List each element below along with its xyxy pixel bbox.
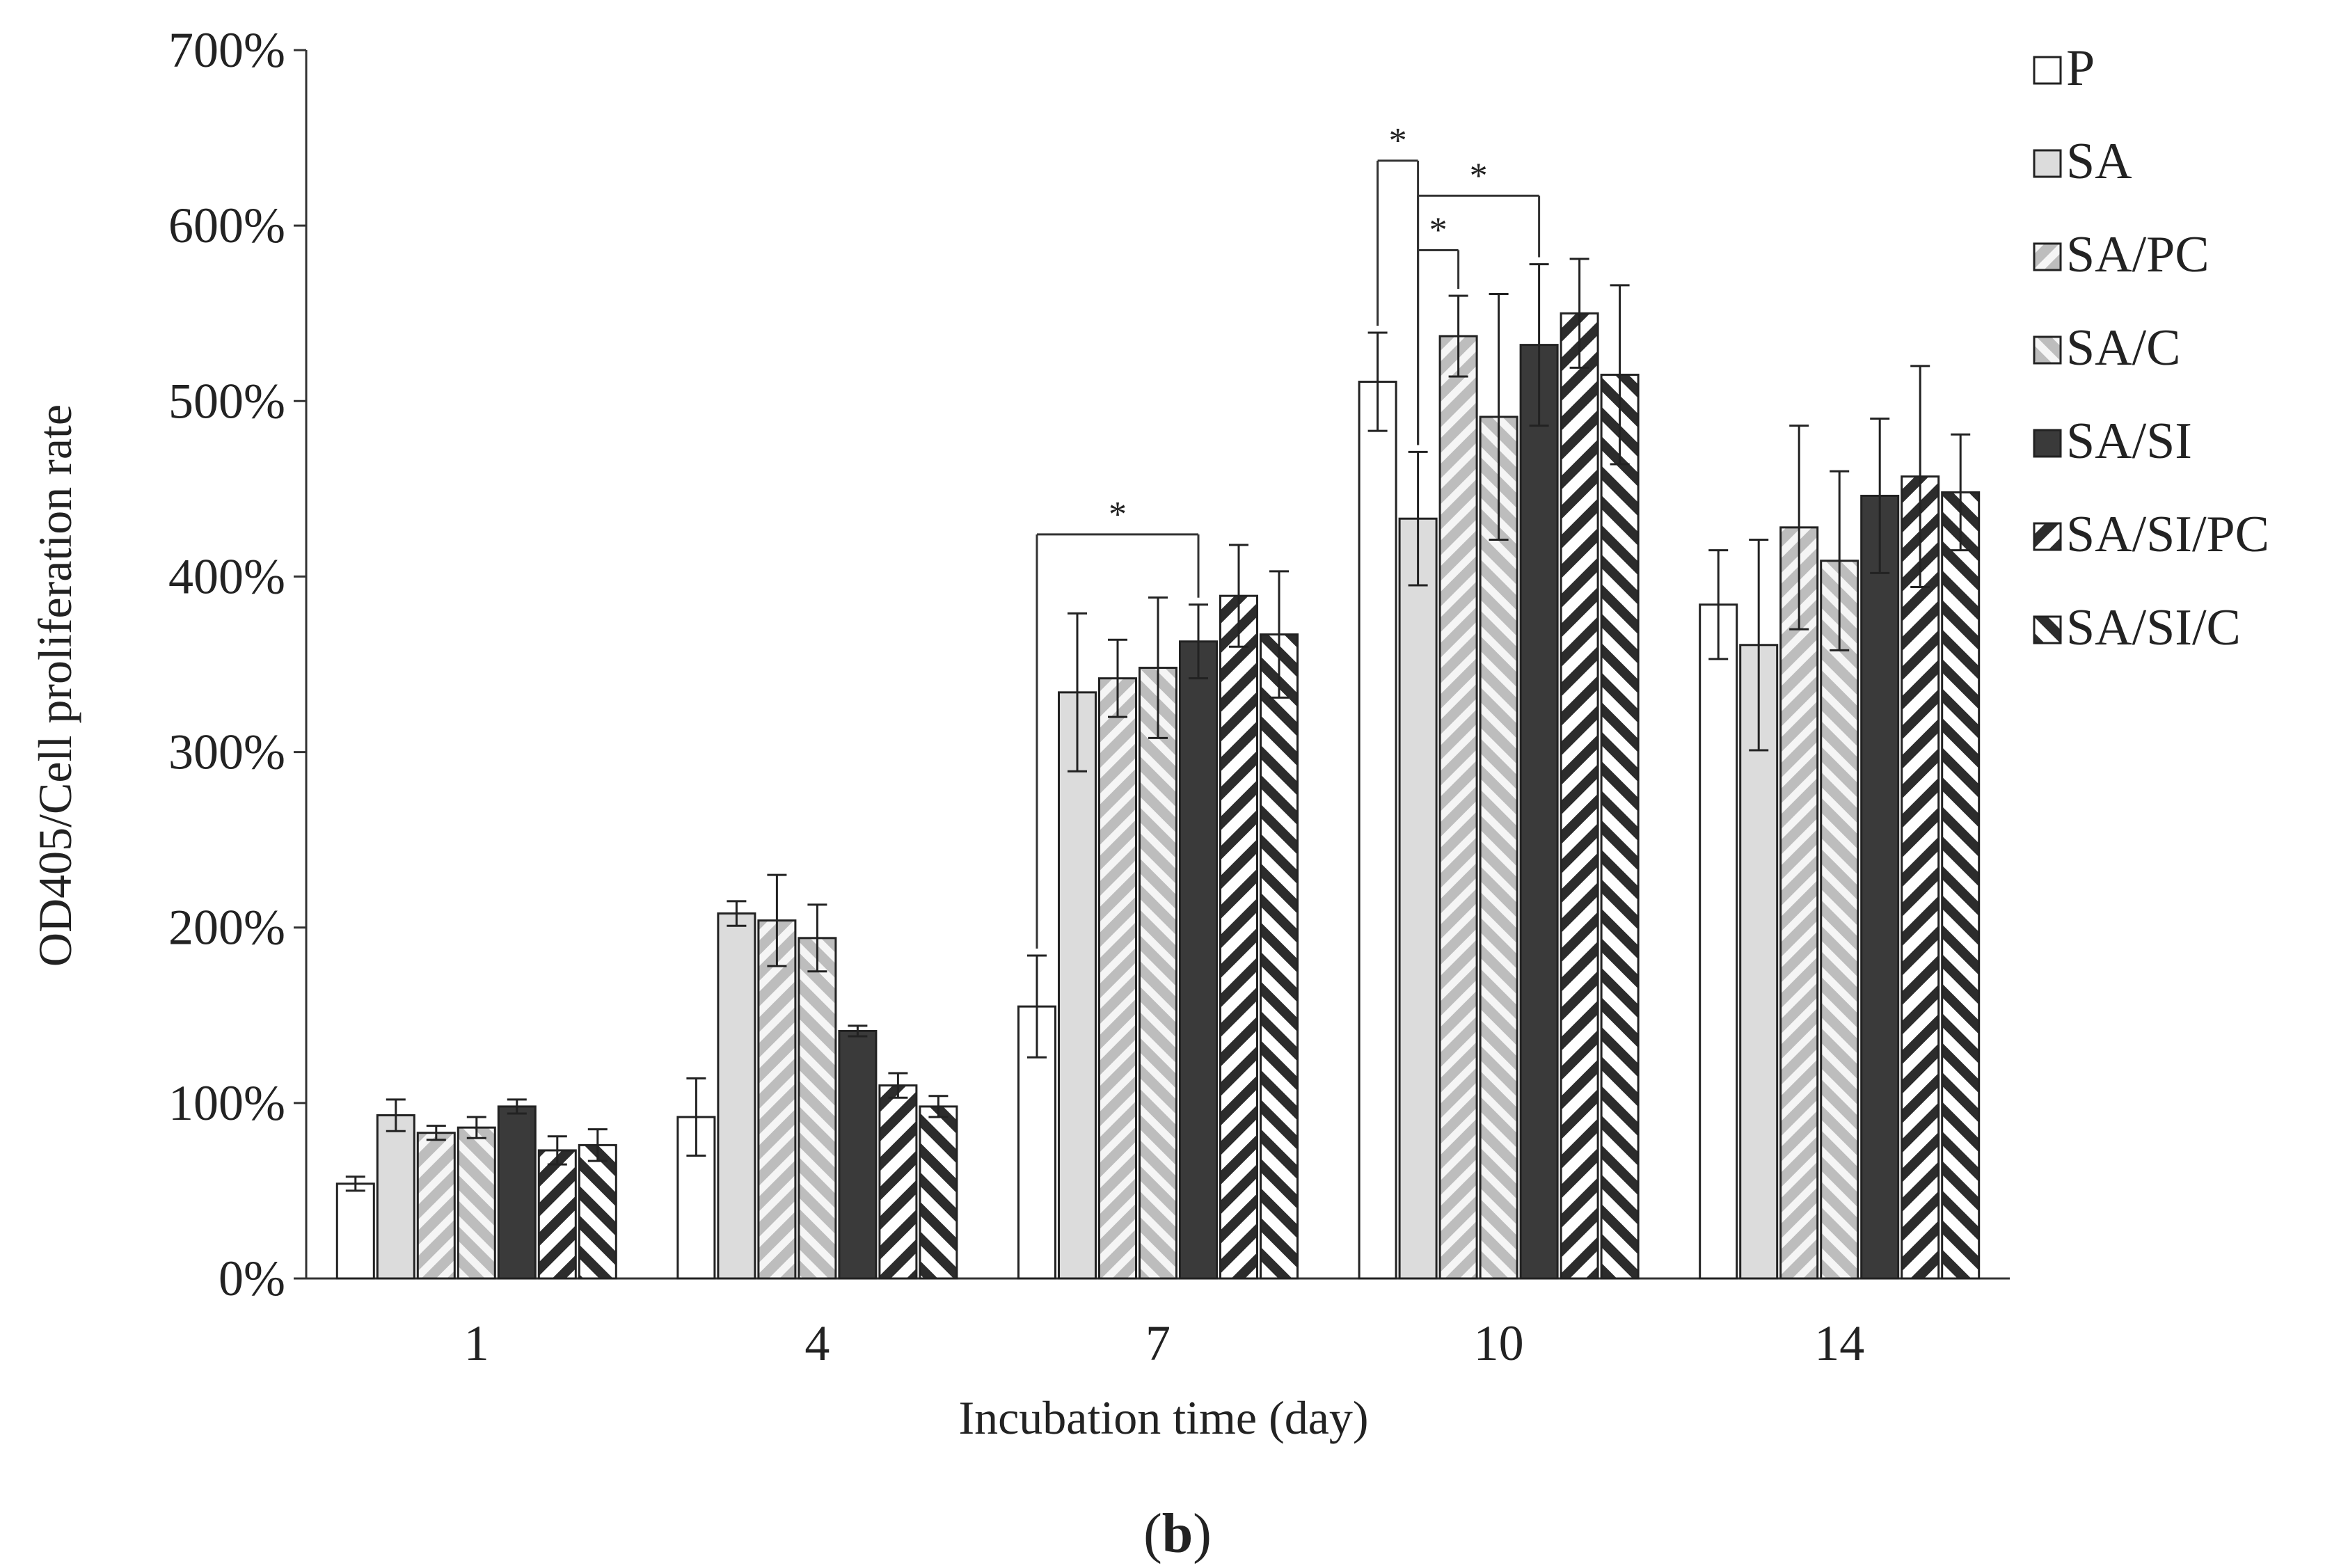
- significance-layer: * * * *: [1036, 121, 1541, 949]
- bar: [1519, 344, 1559, 1280]
- bar: [1358, 381, 1397, 1280]
- legend-label: SA/C: [2066, 319, 2181, 377]
- legend-swatch: [2033, 149, 2062, 178]
- bars-layer: [335, 258, 1981, 1280]
- bar: [1479, 415, 1518, 1280]
- legend-swatch: [2033, 522, 2062, 551]
- bar: [1058, 691, 1097, 1280]
- bar: [1398, 517, 1438, 1280]
- bar: [717, 912, 756, 1280]
- x-tick-label: 7: [1145, 1315, 1171, 1371]
- legend-swatch: [2033, 242, 2062, 271]
- significance-star: *: [1429, 210, 1447, 250]
- bar: [1901, 475, 1940, 1280]
- legend-label: SA/PC: [2066, 226, 2210, 283]
- bar: [1219, 594, 1258, 1280]
- bar: [1438, 335, 1478, 1280]
- bar: [1179, 640, 1218, 1280]
- legend-swatch: [2033, 56, 2062, 85]
- y-tick-label: 0%: [219, 1251, 285, 1306]
- x-tick-label: 4: [804, 1315, 830, 1371]
- y-tick-label: 400%: [168, 548, 285, 604]
- bar: [457, 1126, 496, 1280]
- significance-star: *: [1109, 495, 1127, 534]
- significance-star: *: [1470, 156, 1488, 196]
- bar: [497, 1105, 537, 1280]
- bar: [1139, 667, 1177, 1280]
- bar: [1560, 312, 1599, 1280]
- bar: [1941, 491, 1981, 1280]
- x-axis-title: Incubation time (day): [958, 1391, 1368, 1444]
- legend-label: SA/SI/PC: [2066, 506, 2269, 563]
- x-tick-label: 1: [464, 1315, 489, 1371]
- y-tick-label: 500%: [168, 373, 285, 429]
- y-tick-label: 100%: [168, 1075, 285, 1131]
- bar: [1779, 526, 1819, 1280]
- bar: [798, 937, 837, 1280]
- legend-label: SA/SI/C: [2066, 599, 2241, 656]
- bar: [1260, 633, 1299, 1280]
- legend-label: SA/SI: [2066, 413, 2192, 470]
- bar: [878, 1084, 918, 1280]
- y-tick-label: 200%: [168, 900, 285, 956]
- y-tick-label: 600%: [168, 198, 285, 253]
- y-axis-title: OD405/Cell proliferation rate: [29, 404, 81, 967]
- bar: [838, 1029, 878, 1280]
- legend-swatch: [2033, 429, 2062, 458]
- panel-label: (b): [1143, 1503, 1212, 1565]
- bar: [416, 1132, 456, 1280]
- bar: [1600, 373, 1640, 1280]
- x-tick-label: 14: [1814, 1315, 1864, 1371]
- axes-layer: 0%100%200%300%400%500%600%700%1 4 7 10 14: [168, 22, 2010, 1371]
- legend-swatch: [2033, 615, 2062, 644]
- bar: [1699, 603, 1738, 1280]
- bar: [335, 1182, 375, 1280]
- bar: [1820, 560, 1859, 1280]
- y-tick-label: 700%: [168, 22, 285, 78]
- bar: [919, 1105, 958, 1280]
- bar: [1098, 677, 1137, 1280]
- legend-swatch: [2033, 335, 2062, 365]
- bar: [1860, 494, 1900, 1280]
- legend-label: P: [2066, 40, 2095, 97]
- bar: [757, 919, 797, 1280]
- bar: [578, 1143, 617, 1280]
- bar: [376, 1114, 415, 1280]
- legend: P SA SA/PC SA/C SA/SI SA/SI/PC SA/SI/C: [2033, 40, 2269, 656]
- y-tick-label: 300%: [168, 724, 285, 780]
- x-tick-label: 10: [1474, 1315, 1524, 1371]
- significance-star: *: [1389, 121, 1407, 161]
- bar: [537, 1149, 577, 1280]
- legend-label: SA: [2066, 133, 2132, 190]
